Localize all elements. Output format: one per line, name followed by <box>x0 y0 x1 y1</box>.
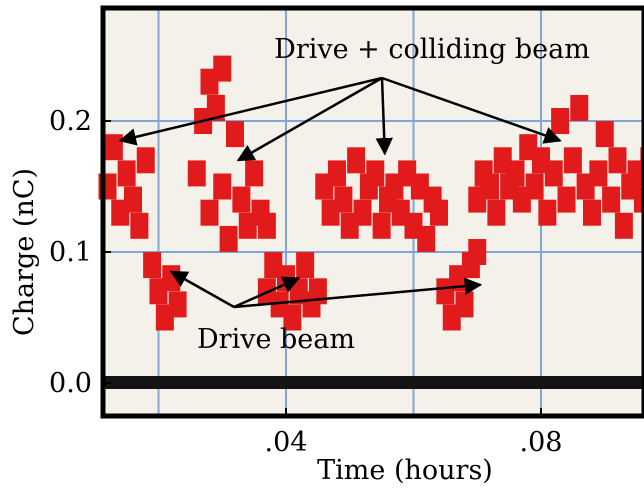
data-point-0-43 <box>487 199 506 226</box>
data-point-0-42 <box>481 173 499 200</box>
data-point-0-49 <box>525 173 544 200</box>
data-point-0-62 <box>608 147 627 174</box>
data-point-0-53 <box>551 108 570 134</box>
data-point-0-60 <box>595 121 614 148</box>
annotation-arrows <box>118 76 562 309</box>
data-point-0-65 <box>627 160 644 187</box>
data-point-0-29 <box>366 160 385 187</box>
data-point-0-46 <box>506 160 525 187</box>
data-point-0-17 <box>245 160 264 187</box>
annotation-arrow-1-1 <box>233 276 301 309</box>
data-point-0-11 <box>200 199 219 226</box>
x-tick-label-1: .08 <box>520 427 563 458</box>
data-point-0-54 <box>557 186 576 213</box>
y-tick-label-1: 0.1 <box>49 237 92 268</box>
data-point-0-79 <box>283 304 302 331</box>
data-point-0-66 <box>634 186 644 213</box>
data-point-0-70 <box>143 252 162 279</box>
annotation-arrow-0-0 <box>118 76 383 146</box>
zero-baseline <box>103 376 644 389</box>
data-point-0-55 <box>563 147 582 174</box>
data-point-0-14 <box>226 121 244 148</box>
data-point-0-89 <box>468 239 487 265</box>
data-point-0-23 <box>328 160 346 187</box>
data-point-0-30 <box>372 212 391 239</box>
y-tick-label-0: 0.0 <box>49 368 92 399</box>
annotation-label-colliding: Drive + colliding beam <box>274 34 590 65</box>
x-axis-label: Time (hours) <box>317 455 493 486</box>
data-point-0-13 <box>219 225 238 252</box>
data-point-0-24 <box>334 186 353 213</box>
data-point-0-58 <box>583 199 601 226</box>
data-point-0-63 <box>614 212 633 239</box>
data-point-0-74 <box>168 291 187 318</box>
annotation-arrow-1-2 <box>233 277 483 309</box>
data-point-0-3 <box>117 160 136 187</box>
annotation-label-drive: Drive beam <box>197 324 355 355</box>
annotation-arrow-0-3 <box>381 76 562 144</box>
data-point-0-81 <box>296 252 315 279</box>
data-point-0-59 <box>589 160 608 187</box>
data-point-0-12 <box>213 173 232 200</box>
annotation-arrow-1-0 <box>169 270 235 309</box>
baseline-band <box>103 376 644 389</box>
data-point-0-52 <box>544 160 563 187</box>
data-point-0-39 <box>430 199 448 226</box>
data-point-0-27 <box>353 199 372 226</box>
data-point-0-15 <box>232 186 251 213</box>
data-point-0-73 <box>162 265 181 292</box>
x-tick-label-0: .04 <box>265 427 308 458</box>
data-point-0-7 <box>187 160 206 187</box>
data-point-0-56 <box>570 94 589 121</box>
y-tick-label-2: 0.2 <box>49 106 92 137</box>
annotation-arrow-0-2 <box>375 77 393 156</box>
y-axis-label: Charge (nC) <box>9 168 40 336</box>
axis-ticks: .04 .08 0.0 0.1 0.2 <box>49 106 562 458</box>
data-point-0-20 <box>213 55 232 82</box>
data-point-0-5 <box>130 212 149 239</box>
data-point-0-19 <box>257 212 276 239</box>
data-point-0-37 <box>417 225 436 252</box>
data-point-0-51 <box>538 199 557 226</box>
data-point-0-6 <box>136 147 155 174</box>
plot-frame <box>100 5 644 419</box>
data-point-0-4 <box>124 186 142 213</box>
data-point-0-26 <box>347 147 366 174</box>
data-point-0-1 <box>104 134 123 161</box>
data-point-0-87 <box>455 291 474 318</box>
data-point-0-10 <box>206 94 225 121</box>
annotation-arrow-0-1 <box>236 76 383 162</box>
data-point-0-61 <box>602 186 621 213</box>
